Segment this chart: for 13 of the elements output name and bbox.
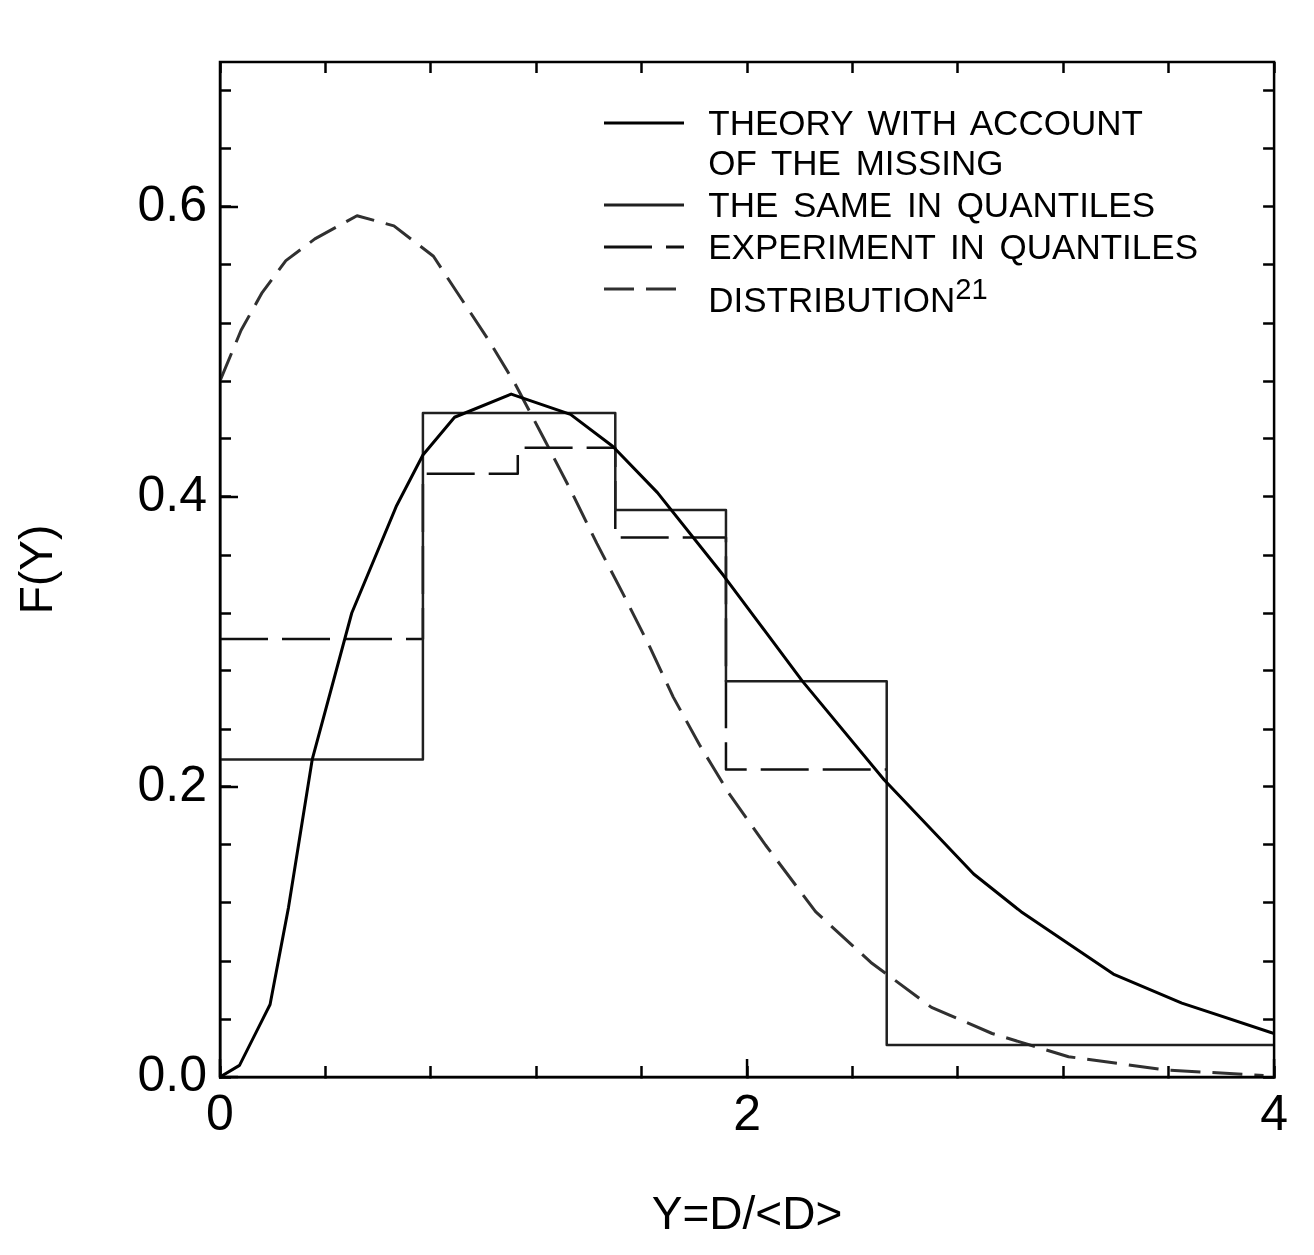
legend-label: THEORY WITH ACCOUNT OF THE MISSING bbox=[708, 103, 1143, 183]
legend-label: DISTRIBUTION$^{21}$ bbox=[708, 272, 988, 320]
x-axis-title: Y=D/<D> bbox=[651, 1187, 843, 1240]
y-tick-label: 0.2 bbox=[137, 755, 207, 812]
y-axis-title: F(Y) bbox=[10, 524, 63, 615]
x-tick-label: 4 bbox=[1260, 1084, 1288, 1141]
y-tick-label: 0.0 bbox=[137, 1045, 207, 1102]
x-tick-label: 2 bbox=[733, 1084, 761, 1141]
legend-label: THE SAME IN QUANTILES bbox=[708, 185, 1156, 225]
y-tick-label: 0.6 bbox=[137, 175, 207, 232]
legend-label: EXPERIMENT IN QUANTILES bbox=[708, 227, 1198, 267]
y-tick-label: 0.4 bbox=[137, 465, 207, 522]
x-tick-label: 0 bbox=[206, 1084, 234, 1141]
